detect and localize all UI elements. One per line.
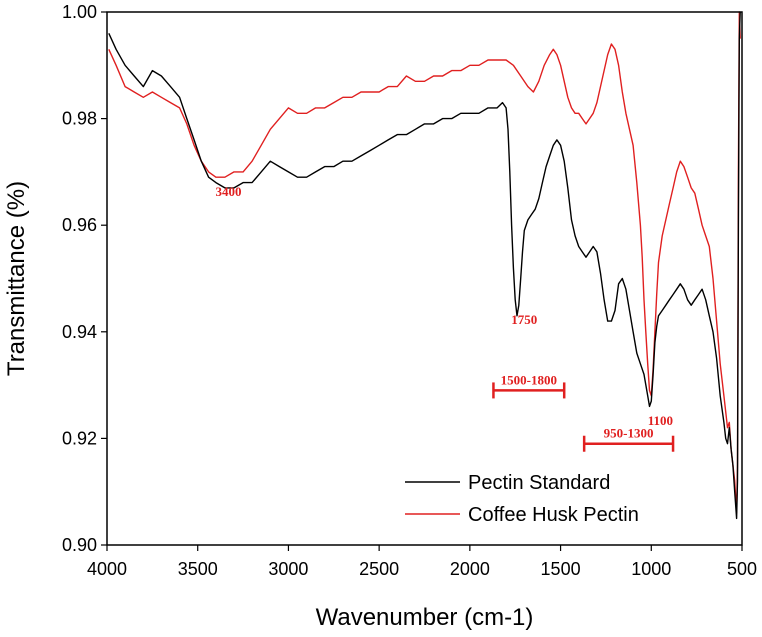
x-tick-label: 1500: [541, 559, 581, 579]
axes-group: 4000 3500 3000 2500 2000 1500 1000 500 0.90 0.92 0…: [62, 2, 757, 579]
y-tick-label: 0.96: [62, 215, 97, 235]
legend-label-coffee-husk-pectin: Coffee Husk Pectin: [468, 504, 639, 526]
annotation-peak-1100: 1100: [648, 413, 673, 428]
x-tick-label: 4000: [87, 559, 127, 579]
y-tick-label: 0.90: [62, 535, 97, 555]
y-tick-label: 0.94: [62, 322, 97, 342]
series-line-pectin-standard: [108, 11, 741, 520]
range-label-range-1500-1800: 1500-1800: [501, 372, 557, 387]
legend-label-pectin-standard: Pectin Standard: [468, 472, 610, 494]
y-tick-label: 0.98: [62, 109, 97, 129]
range-label-range-950-1300: 950-1300: [604, 426, 654, 441]
y-tick-label: 0.92: [62, 428, 97, 448]
x-tick-label: 3500: [178, 559, 218, 579]
legend: Pectin Standard Coffee Husk Pectin: [405, 472, 639, 526]
y-tick-label: 1.00: [62, 2, 97, 22]
series-group: [108, 11, 741, 520]
x-tick-label: 3000: [268, 559, 308, 579]
annotation-peak-3400: 3400: [216, 184, 242, 199]
x-axis-title: Wavenumber (cm-1): [316, 604, 534, 631]
annotation-peak-1750: 1750: [511, 312, 537, 327]
x-tick-label: 1000: [631, 559, 671, 579]
plot-frame: [106, 11, 743, 546]
series-line-coffee-husk-pectin: [108, 11, 741, 514]
y-axis-title: Transmittance (%): [3, 181, 30, 376]
annotations-group: 3400 1750 1100 1500-1800 950-1300: [216, 184, 675, 452]
x-tick-label: 2500: [359, 559, 399, 579]
x-tick-label: 2000: [450, 559, 490, 579]
x-tick-label: 500: [727, 559, 757, 579]
